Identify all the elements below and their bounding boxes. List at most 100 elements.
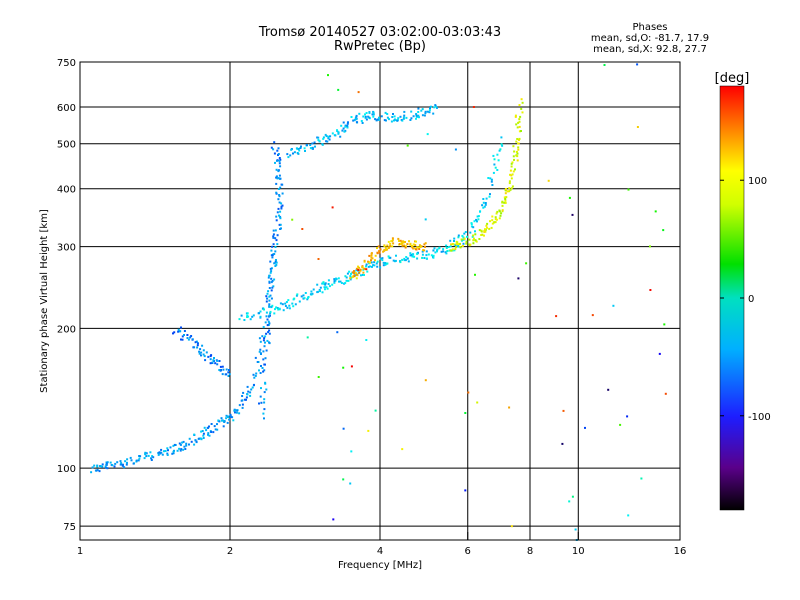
noise-point xyxy=(342,366,345,369)
data-point xyxy=(274,260,277,263)
data-point xyxy=(455,243,458,246)
data-point xyxy=(337,131,340,134)
data-point xyxy=(508,182,511,185)
data-point xyxy=(254,356,257,359)
data-point xyxy=(370,256,373,259)
data-point xyxy=(272,243,275,246)
data-point xyxy=(269,294,272,297)
data-point xyxy=(275,176,278,179)
data-point xyxy=(416,252,419,255)
data-point xyxy=(210,423,213,425)
data-point xyxy=(223,421,226,423)
data-point xyxy=(245,396,248,399)
data-point xyxy=(368,116,371,119)
data-point xyxy=(195,440,198,443)
data-point xyxy=(457,243,460,246)
data-point xyxy=(513,158,515,161)
data-point xyxy=(259,348,262,351)
data-point xyxy=(499,214,502,217)
noise-point xyxy=(517,277,520,280)
data-point xyxy=(273,262,276,265)
data-point xyxy=(277,153,280,155)
colorbar-ticks: 100 0 -100 xyxy=(720,176,771,423)
data-point xyxy=(187,338,190,341)
data-point xyxy=(274,265,277,267)
data-point xyxy=(483,234,485,237)
data-point xyxy=(351,271,354,274)
data-point xyxy=(494,166,497,169)
data-point xyxy=(384,111,387,114)
data-point xyxy=(273,278,276,281)
data-point xyxy=(243,319,246,321)
data-point xyxy=(392,259,395,262)
data-point xyxy=(272,285,275,288)
data-point xyxy=(173,443,176,446)
data-point xyxy=(493,221,496,224)
data-point xyxy=(415,240,417,243)
data-point xyxy=(491,215,494,218)
noise-point xyxy=(336,331,339,334)
noise-point xyxy=(649,245,651,248)
noise-point xyxy=(321,143,324,146)
data-point xyxy=(325,140,328,143)
data-point xyxy=(461,239,463,242)
data-point xyxy=(472,226,475,229)
data-point xyxy=(208,434,211,437)
data-point xyxy=(413,255,416,258)
data-point xyxy=(265,300,268,303)
data-point xyxy=(276,149,279,152)
data-point xyxy=(468,238,471,241)
data-point xyxy=(340,124,343,127)
data-point xyxy=(256,361,259,363)
data-point xyxy=(409,252,412,255)
noise-point xyxy=(327,74,329,77)
title-line-2: RwPretec (Bp) xyxy=(333,39,427,54)
data-point xyxy=(181,335,184,338)
data-point xyxy=(474,233,477,236)
data-point xyxy=(391,240,394,243)
data-point xyxy=(516,152,519,155)
data-point xyxy=(275,261,278,264)
data-point xyxy=(265,349,268,352)
data-point xyxy=(263,391,266,394)
data-point xyxy=(277,198,280,201)
data-point xyxy=(418,248,421,250)
data-point xyxy=(289,154,292,157)
data-point xyxy=(362,115,365,118)
data-point xyxy=(354,271,357,274)
data-point xyxy=(382,264,385,267)
data-point xyxy=(367,260,370,263)
data-point xyxy=(377,245,380,248)
data-point xyxy=(327,283,330,285)
noise-point xyxy=(401,448,404,451)
data-point xyxy=(252,314,255,317)
noise-point xyxy=(626,415,629,418)
data-point xyxy=(311,142,314,145)
data-point xyxy=(359,268,362,271)
data-point xyxy=(346,126,349,129)
data-point xyxy=(325,286,328,289)
data-point xyxy=(225,368,228,371)
data-point xyxy=(478,229,481,232)
data-point xyxy=(424,242,427,245)
data-point xyxy=(106,467,109,470)
data-point xyxy=(420,109,423,112)
data-point xyxy=(393,115,396,118)
data-point xyxy=(359,269,362,272)
data-point xyxy=(365,118,368,121)
data-point xyxy=(198,352,201,355)
data-point xyxy=(345,279,348,282)
data-point xyxy=(321,282,324,285)
data-point xyxy=(194,439,197,442)
data-point xyxy=(204,359,207,362)
data-point xyxy=(496,153,499,156)
data-point xyxy=(280,202,283,205)
data-point xyxy=(462,236,465,239)
data-point xyxy=(282,309,285,312)
data-point xyxy=(496,169,499,171)
data-point xyxy=(418,244,421,247)
data-point xyxy=(111,464,114,467)
data-point xyxy=(464,231,467,233)
data-point xyxy=(181,441,184,444)
data-point xyxy=(500,212,503,215)
